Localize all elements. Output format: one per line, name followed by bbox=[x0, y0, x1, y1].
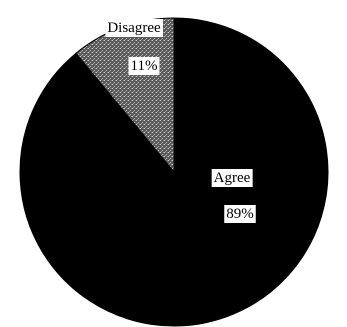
slice-label-agree: Agree bbox=[214, 170, 251, 186]
slice-label-disagree-group: Disagree bbox=[105, 19, 163, 37]
slice-value-disagree-group: 11% bbox=[129, 57, 160, 75]
pie-slices bbox=[20, 18, 328, 326]
slice-label-disagree: Disagree bbox=[107, 20, 161, 36]
slice-label-agree-group: Agree bbox=[212, 169, 253, 187]
pie-slice-agree bbox=[20, 18, 328, 326]
slice-value-agree-group: 89% bbox=[224, 205, 256, 223]
slice-value-agree: 89% bbox=[226, 206, 254, 222]
slice-value-disagree: 11% bbox=[131, 58, 158, 74]
